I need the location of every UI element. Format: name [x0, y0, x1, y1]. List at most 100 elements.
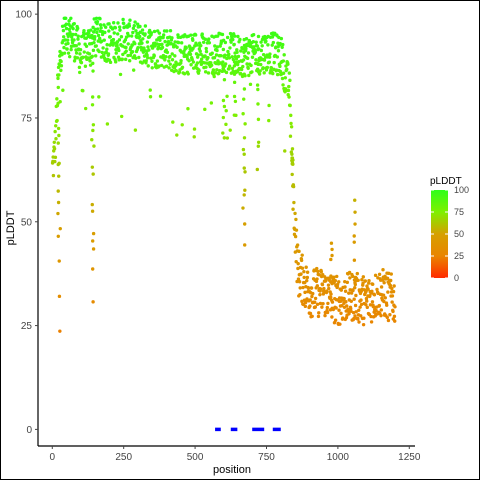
data-point [127, 59, 132, 63]
data-point [210, 51, 214, 55]
data-point [140, 28, 145, 32]
data-point [343, 285, 347, 289]
data-point [213, 44, 217, 48]
data-point [131, 26, 136, 30]
data-point [232, 94, 237, 99]
data-point [52, 140, 56, 144]
data-point [93, 54, 98, 58]
data-point [241, 206, 245, 210]
data-point [362, 316, 366, 320]
data-point [87, 31, 91, 35]
data-point [76, 26, 80, 31]
data-point [277, 35, 281, 40]
data-point [108, 35, 112, 39]
data-point [291, 207, 295, 211]
data-point [107, 22, 111, 26]
data-point [280, 45, 284, 49]
data-point [112, 31, 116, 35]
data-point [361, 322, 366, 327]
data-point [224, 122, 228, 127]
data-point [310, 314, 314, 318]
data-point [333, 279, 338, 283]
data-point [132, 24, 136, 28]
data-point [256, 117, 261, 122]
data-point [198, 49, 202, 53]
data-point [155, 59, 160, 63]
data-point [196, 53, 200, 57]
data-point [91, 61, 95, 66]
data-point [298, 292, 302, 297]
data-point [251, 40, 256, 44]
data-point [215, 45, 220, 49]
data-point [90, 103, 95, 107]
data-point [175, 133, 179, 137]
data-point [293, 234, 298, 239]
data-point [379, 285, 384, 289]
data-point [390, 286, 394, 291]
data-point [289, 125, 294, 129]
data-point [220, 32, 225, 37]
data-point [232, 64, 237, 68]
data-point [69, 16, 73, 20]
data-point [244, 47, 248, 51]
data-point [228, 46, 232, 50]
data-point [137, 34, 142, 39]
data-point [383, 296, 387, 300]
data-point [300, 299, 304, 304]
data-point [79, 60, 84, 65]
data-point [138, 30, 142, 34]
data-point [356, 278, 360, 283]
data-point [70, 40, 75, 45]
data-point [215, 34, 220, 38]
data-point [373, 273, 378, 278]
data-point [104, 50, 108, 54]
data-point [366, 287, 370, 291]
data-point [262, 58, 267, 62]
data-point [163, 58, 167, 62]
data-point [56, 65, 61, 70]
legend: pLDDT 0 25 50 75 100 [430, 176, 469, 283]
data-point [247, 73, 251, 78]
data-point [224, 109, 228, 113]
data-point [222, 104, 227, 109]
data-point [149, 31, 154, 35]
data-point [385, 303, 389, 307]
data-point [116, 21, 120, 25]
data-point [206, 71, 211, 75]
data-point [134, 29, 138, 33]
data-point [93, 27, 97, 32]
data-point [386, 290, 390, 294]
data-point [204, 65, 208, 69]
data-point [167, 59, 171, 63]
data-point [51, 173, 56, 178]
data-point [200, 32, 204, 36]
data-point [98, 23, 103, 27]
data-point [256, 140, 261, 144]
data-point [365, 299, 369, 303]
data-point [319, 270, 324, 274]
data-point [242, 72, 246, 76]
y-tick-label: 75 [21, 113, 33, 124]
data-point [283, 76, 288, 80]
data-point [244, 37, 249, 41]
data-point [75, 56, 80, 60]
data-point [76, 37, 80, 41]
data-point [145, 53, 149, 57]
data-point [56, 101, 60, 105]
data-point [67, 19, 71, 23]
data-point [325, 289, 329, 293]
data-point [389, 278, 393, 283]
data-point [133, 41, 137, 46]
data-point [281, 42, 285, 47]
data-point [248, 82, 253, 87]
data-point [131, 30, 135, 35]
data-point [353, 198, 357, 202]
data-point [180, 65, 185, 69]
data-point [308, 304, 312, 308]
data-point [217, 68, 222, 73]
data-point [143, 24, 148, 28]
data-point [243, 122, 247, 126]
data-point [227, 56, 232, 60]
data-point [329, 280, 333, 284]
data-point [343, 279, 347, 284]
